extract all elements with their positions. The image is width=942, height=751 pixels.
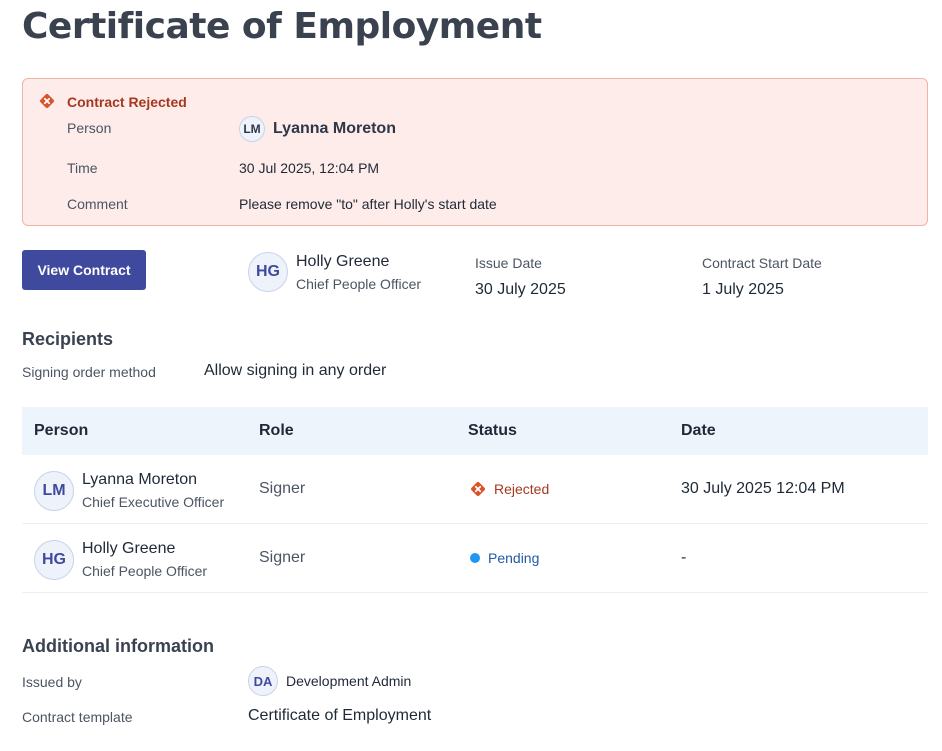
signing-order-label: Signing order method bbox=[22, 364, 156, 380]
status-badge: Pending bbox=[470, 550, 539, 566]
issuer: HG Holly Greene Chief People Officer bbox=[248, 252, 421, 296]
avatar: LM bbox=[239, 116, 265, 142]
recipient-person: HG Holly Greene Chief People Officer bbox=[34, 538, 207, 582]
alert-title: Contract Rejected bbox=[67, 94, 187, 110]
column-header-status: Status bbox=[468, 422, 517, 439]
column-header-date: Date bbox=[681, 422, 716, 439]
start-date-value: 1 July 2025 bbox=[702, 281, 784, 298]
recipient-person: LM Lyanna Moreton Chief Executive Office… bbox=[34, 469, 224, 513]
column-header-person: Person bbox=[34, 422, 89, 439]
recipient-name: Lyanna Moreton bbox=[82, 471, 198, 488]
table-row: HG Holly Greene Chief People Officer Sig… bbox=[22, 524, 928, 593]
issue-date-label: Issue Date bbox=[475, 255, 542, 271]
avatar: HG bbox=[34, 540, 74, 580]
recipient-date: 30 July 2025 12:04 PM bbox=[681, 480, 845, 497]
avatar: LM bbox=[34, 471, 74, 511]
issuer-name: Holly Greene bbox=[296, 253, 390, 270]
table-row: LM Lyanna Moreton Chief Executive Office… bbox=[22, 455, 928, 524]
blue-dot-icon bbox=[470, 553, 480, 563]
page-title: Certificate of Employment bbox=[22, 6, 542, 47]
recipient-role: Signer bbox=[259, 480, 306, 497]
recipient-role: Signer bbox=[259, 549, 306, 566]
issue-date-value: 30 July 2025 bbox=[475, 281, 566, 298]
contract-template-value: Certificate of Employment bbox=[248, 707, 432, 724]
avatar: DA bbox=[248, 666, 278, 696]
status-label: Pending bbox=[488, 550, 540, 566]
issued-by-label: Issued by bbox=[22, 674, 82, 690]
alert-person: LM Lyanna Moreton bbox=[239, 116, 396, 142]
status-label: Rejected bbox=[494, 481, 550, 497]
view-contract-button[interactable]: View Contract bbox=[22, 250, 146, 290]
contract-template-label: Contract template bbox=[22, 709, 133, 725]
alert-comment-label: Comment bbox=[67, 196, 128, 212]
column-header-role: Role bbox=[259, 422, 294, 439]
recipient-date: - bbox=[681, 549, 687, 566]
recipient-title: Chief People Officer bbox=[82, 563, 208, 579]
issued-by-name: Development Admin bbox=[286, 673, 412, 689]
recipient-name: Holly Greene bbox=[82, 540, 176, 557]
recipients-title: Recipients bbox=[22, 329, 114, 349]
table-header: Person Role Status Date bbox=[22, 407, 928, 455]
avatar: HG bbox=[248, 252, 288, 292]
signing-order-value: Allow signing in any order bbox=[204, 362, 387, 379]
alert-time-value: 30 Jul 2025, 12:04 PM bbox=[239, 160, 380, 176]
recipients-table: Person Role Status Date LM Lyanna Moreto… bbox=[22, 407, 928, 593]
error-x-icon bbox=[40, 94, 54, 108]
alert-comment-value: Please remove "to" after Holly's start d… bbox=[239, 196, 497, 212]
start-date-label: Contract Start Date bbox=[702, 255, 822, 271]
error-x-icon bbox=[471, 482, 485, 496]
issuer-role: Chief People Officer bbox=[296, 276, 422, 292]
alert-time-label: Time bbox=[67, 160, 98, 176]
status-badge: Rejected bbox=[470, 481, 549, 497]
alert-person-label: Person bbox=[67, 120, 112, 136]
recipient-title: Chief Executive Officer bbox=[82, 494, 225, 510]
alert-person-name: Lyanna Moreton bbox=[273, 120, 396, 137]
issued-by: DA Development Admin bbox=[248, 666, 411, 696]
rejection-alert: Contract Rejected Person LM Lyanna Moret… bbox=[22, 78, 928, 226]
additional-info-title: Additional information bbox=[22, 636, 214, 656]
